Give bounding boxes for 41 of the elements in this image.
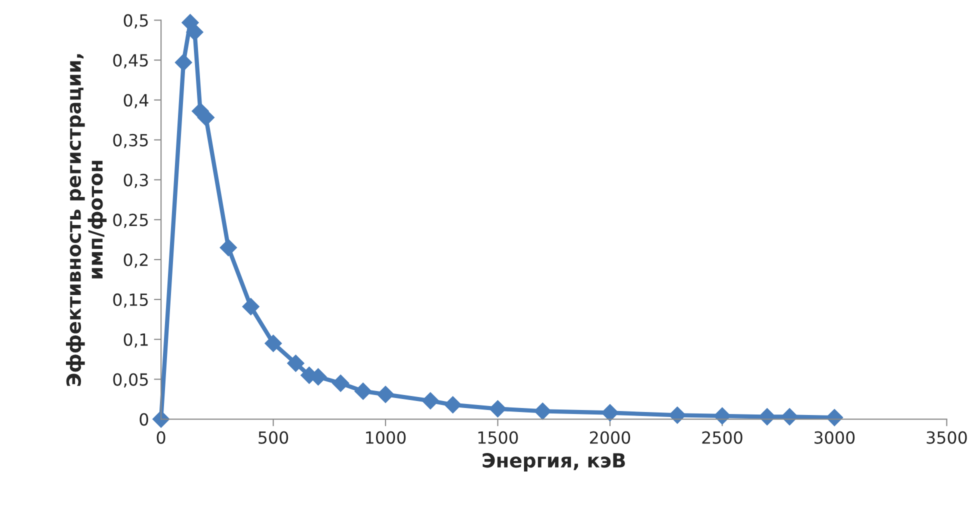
y-tick-label: 0,45 <box>113 54 148 68</box>
y-tick-label: 0,5 <box>124 14 148 28</box>
x-tick-label: 3500 <box>926 431 967 444</box>
point <box>354 382 372 400</box>
x-tick-label: 2500 <box>702 431 742 444</box>
point <box>242 298 260 316</box>
y-tick-label: 0,3 <box>124 174 148 188</box>
point <box>220 239 237 256</box>
y-tick-label: 0,4 <box>124 94 148 108</box>
point <box>376 386 394 403</box>
y-tick-label: 0,2 <box>124 254 148 268</box>
point <box>287 354 304 372</box>
point <box>174 54 192 72</box>
point <box>826 409 844 426</box>
x-tick-label: 1000 <box>366 431 406 444</box>
point <box>601 404 619 422</box>
point <box>534 402 552 420</box>
point <box>444 396 462 414</box>
y-axis-title: Эффективность регистрации, имп/фотон <box>66 54 107 386</box>
y-tick-label: 0,25 <box>113 214 148 228</box>
x-tick-label: 2000 <box>590 431 630 444</box>
x-tick-label: 3000 <box>814 431 855 444</box>
point <box>264 334 282 352</box>
y-tick-label: 0,15 <box>113 293 148 308</box>
point <box>668 406 686 424</box>
point <box>152 410 170 428</box>
point <box>422 392 439 410</box>
point <box>489 400 506 418</box>
y-tick-label: 0 <box>140 413 148 426</box>
x-tick-label: 500 <box>258 431 288 444</box>
y-tick-label: 0,35 <box>113 134 148 148</box>
x-tick-label: 1500 <box>478 431 518 444</box>
point <box>332 374 350 392</box>
y-tick-label: 0,05 <box>113 373 148 388</box>
y-tick-label: 0,1 <box>124 333 148 348</box>
point <box>714 407 731 425</box>
x-tick-label: 0 <box>156 431 166 444</box>
point <box>186 24 204 41</box>
point <box>758 408 776 426</box>
point <box>781 408 798 426</box>
x-axis-title: Энергия, кэВ <box>482 452 625 472</box>
